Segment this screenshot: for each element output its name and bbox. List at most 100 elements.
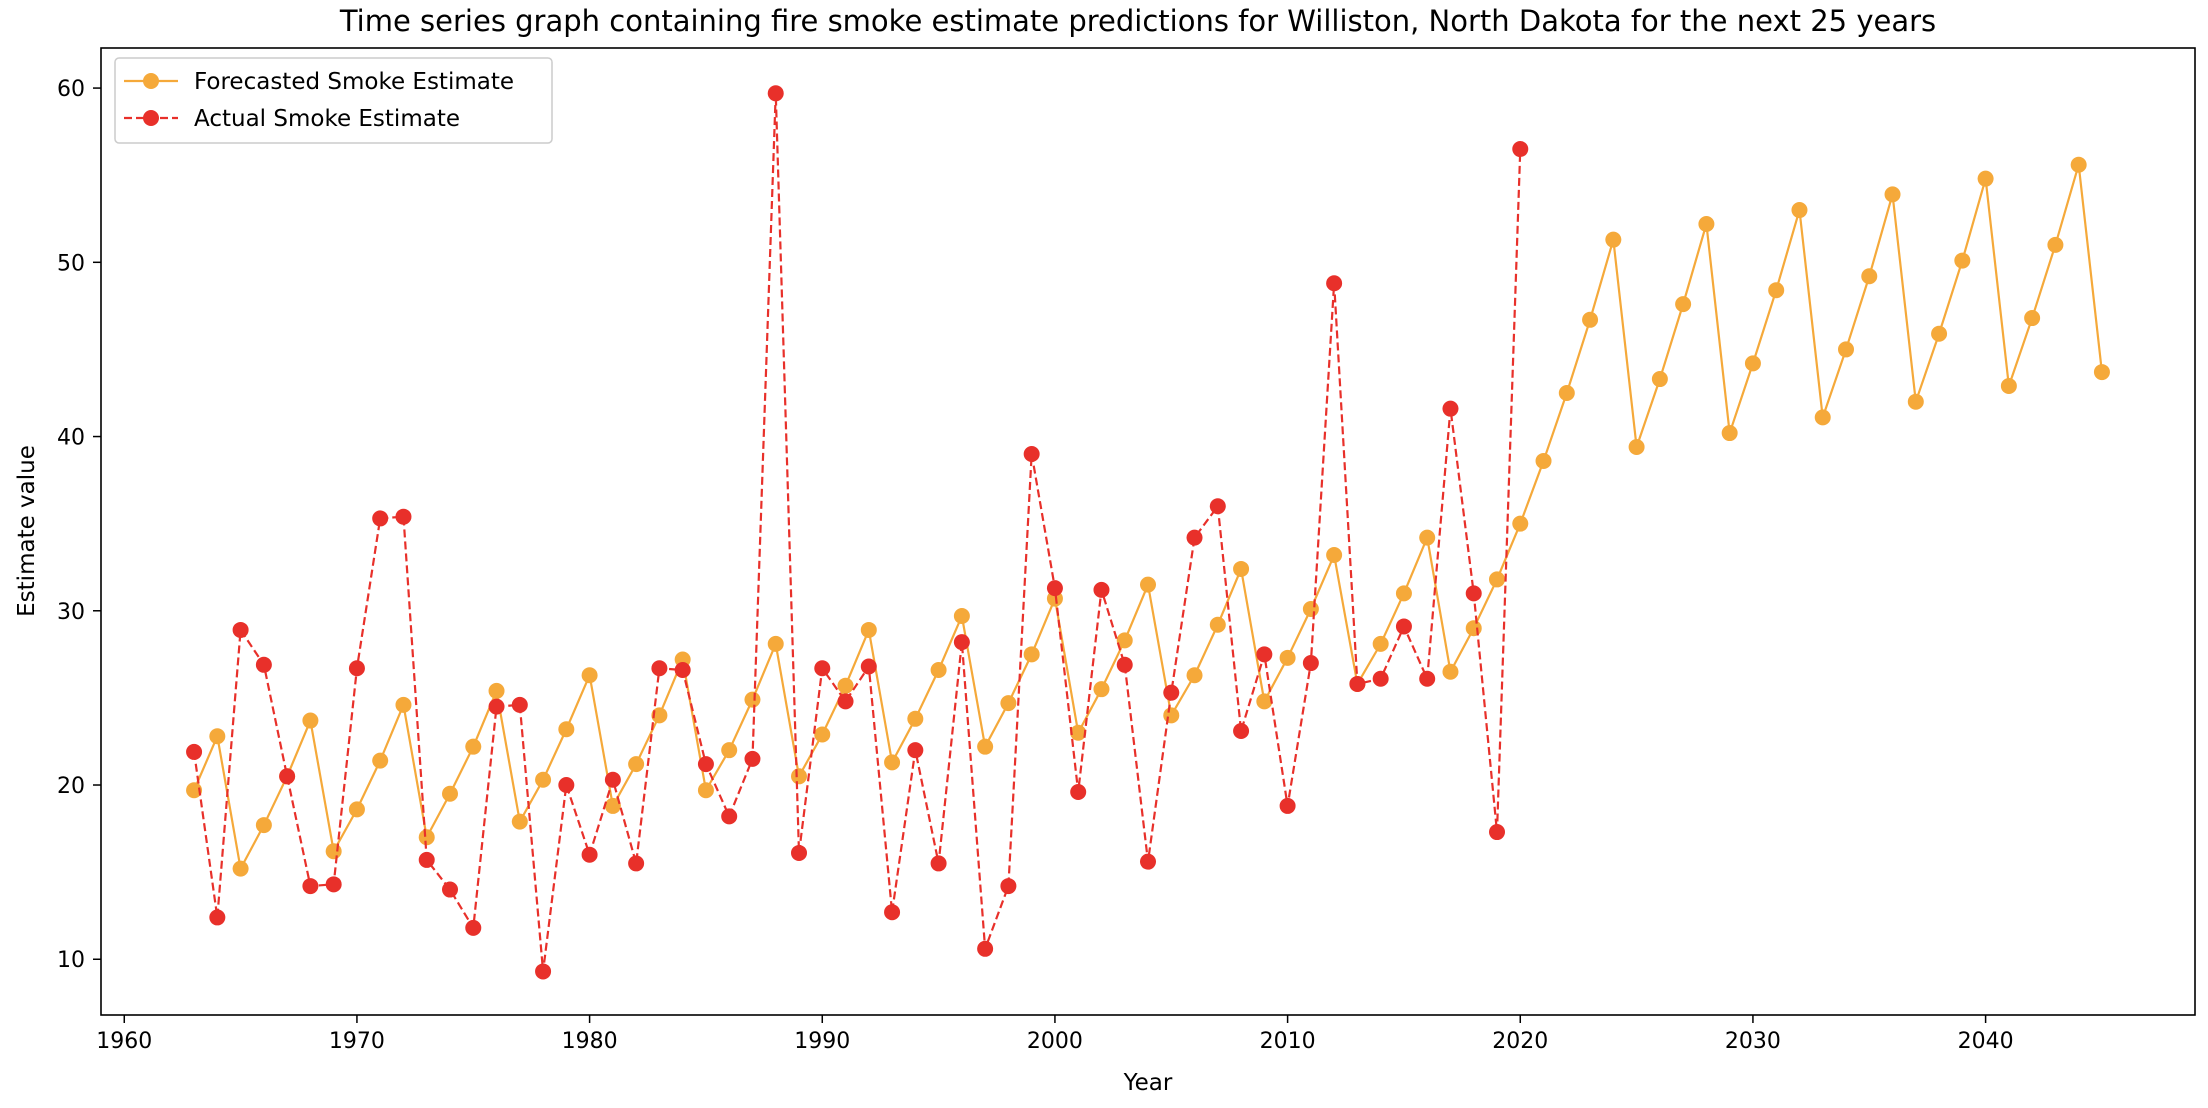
actual-point-2020 <box>1512 141 1529 158</box>
forecast-point-2037 <box>1907 393 1924 410</box>
y-tick-label-20: 20 <box>57 774 85 799</box>
forecast-point-2007 <box>1209 616 1226 633</box>
forecast-point-1973 <box>418 829 435 846</box>
legend-marker-actual <box>143 110 159 126</box>
forecast-point-1972 <box>395 696 412 713</box>
forecast-point-2006 <box>1186 667 1203 684</box>
forecast-point-2021 <box>1535 452 1552 469</box>
actual-point-1965 <box>232 621 249 638</box>
y-axis-label: Estimate value <box>14 445 40 617</box>
forecast-point-1969 <box>325 843 342 860</box>
actual-point-2007 <box>1209 498 1226 515</box>
actual-point-1990 <box>814 660 831 677</box>
forecast-point-1987 <box>744 691 761 708</box>
forecast-point-1989 <box>791 768 807 785</box>
forecast-point-1986 <box>721 742 738 759</box>
actual-point-1997 <box>977 940 994 957</box>
actual-point-2000 <box>1046 580 1063 597</box>
actual-point-1964 <box>209 909 226 926</box>
actual-point-1978 <box>535 963 552 980</box>
actual-point-2006 <box>1186 529 1203 546</box>
forecast-point-2009 <box>1256 693 1273 710</box>
legend-label-actual: Actual Smoke Estimate <box>194 106 460 132</box>
forecast-point-1998 <box>1000 695 1017 712</box>
forecast-point-1971 <box>372 752 389 769</box>
x-tick-label-1970: 1970 <box>329 1029 385 1054</box>
x-tick-label-2030: 2030 <box>1725 1029 1781 1054</box>
forecast-point-2036 <box>1884 186 1901 203</box>
actual-point-1986 <box>721 808 738 825</box>
actual-point-1974 <box>442 881 458 898</box>
actual-point-1994 <box>907 742 924 759</box>
forecast-point-1968 <box>302 712 319 729</box>
actual-point-1993 <box>884 904 901 921</box>
x-axis-label: Year <box>1123 1070 1173 1096</box>
actual-point-2005 <box>1163 684 1180 701</box>
forecast-point-1983 <box>651 707 668 724</box>
actual-point-1963 <box>186 743 203 760</box>
forecast-point-2028 <box>1698 215 1715 232</box>
forecast-point-1992 <box>860 621 877 638</box>
actual-point-1998 <box>1000 878 1017 895</box>
actual-point-2015 <box>1395 618 1412 635</box>
forecast-point-2038 <box>1931 325 1948 342</box>
forecast-point-1981 <box>604 797 621 814</box>
actual-point-1987 <box>744 750 761 767</box>
actual-point-1983 <box>651 660 668 677</box>
actual-point-2008 <box>1233 723 1250 739</box>
forecast-point-1966 <box>255 817 272 834</box>
series-line-actual <box>192 92 1522 973</box>
forecast-point-2032 <box>1791 202 1808 219</box>
actual-point-1976 <box>488 698 505 715</box>
actual-point-1979 <box>558 777 575 794</box>
actual-point-1988 <box>767 85 784 102</box>
forecast-point-2030 <box>1744 355 1761 372</box>
forecast-point-2014 <box>1372 635 1389 652</box>
forecast-point-2019 <box>1489 571 1505 588</box>
forecast-point-2001 <box>1070 724 1087 741</box>
y-tick-label-40: 40 <box>57 426 85 451</box>
actual-point-2014 <box>1372 670 1389 687</box>
forecast-point-1980 <box>581 667 598 684</box>
forecast-point-2023 <box>1582 311 1599 328</box>
forecast-point-2012 <box>1326 547 1343 564</box>
actual-point-2004 <box>1140 853 1156 870</box>
x-tick-label-2000: 2000 <box>1027 1029 1083 1054</box>
actual-point-1970 <box>348 660 365 677</box>
forecast-point-2024 <box>1605 231 1622 248</box>
forecast-point-1988 <box>767 635 784 652</box>
actual-point-1968 <box>302 878 319 895</box>
x-tick-label-1990: 1990 <box>794 1029 850 1054</box>
forecast-point-1963 <box>186 782 203 799</box>
y-tick-label-30: 30 <box>57 600 85 625</box>
x-tick-label-2040: 2040 <box>1958 1029 2014 1054</box>
x-tick-label-2010: 2010 <box>1260 1029 1316 1054</box>
forecast-point-2016 <box>1419 529 1436 546</box>
forecast-point-1979 <box>558 721 575 738</box>
actual-point-1996 <box>953 634 970 651</box>
forecast-point-1994 <box>907 710 924 727</box>
actual-point-1977 <box>511 696 528 713</box>
actual-point-1982 <box>628 855 645 872</box>
chart-title: Time series graph containing fire smoke … <box>339 4 1936 38</box>
actual-point-1985 <box>697 756 714 773</box>
forecast-point-2022 <box>1558 384 1575 401</box>
actual-point-1999 <box>1023 445 1040 462</box>
legend-label-forecasted: Forecasted Smoke Estimate <box>194 69 514 95</box>
forecast-point-2025 <box>1628 439 1645 455</box>
y-tick-label-10: 10 <box>57 948 85 973</box>
actual-point-1992 <box>860 658 877 675</box>
forecast-point-2020 <box>1512 515 1529 532</box>
actual-point-2016 <box>1419 670 1436 687</box>
actual-point-2017 <box>1442 400 1459 417</box>
y-tick-label-60: 60 <box>57 77 85 102</box>
forecast-point-1995 <box>930 662 947 679</box>
forecast-point-2043 <box>2047 236 2064 253</box>
series-layer <box>186 85 2110 980</box>
forecast-point-1997 <box>977 738 994 755</box>
forecast-point-2029 <box>1721 425 1738 442</box>
forecast-point-2040 <box>1977 170 1994 187</box>
actual-point-2018 <box>1465 585 1482 602</box>
forecast-point-2035 <box>1861 268 1878 285</box>
